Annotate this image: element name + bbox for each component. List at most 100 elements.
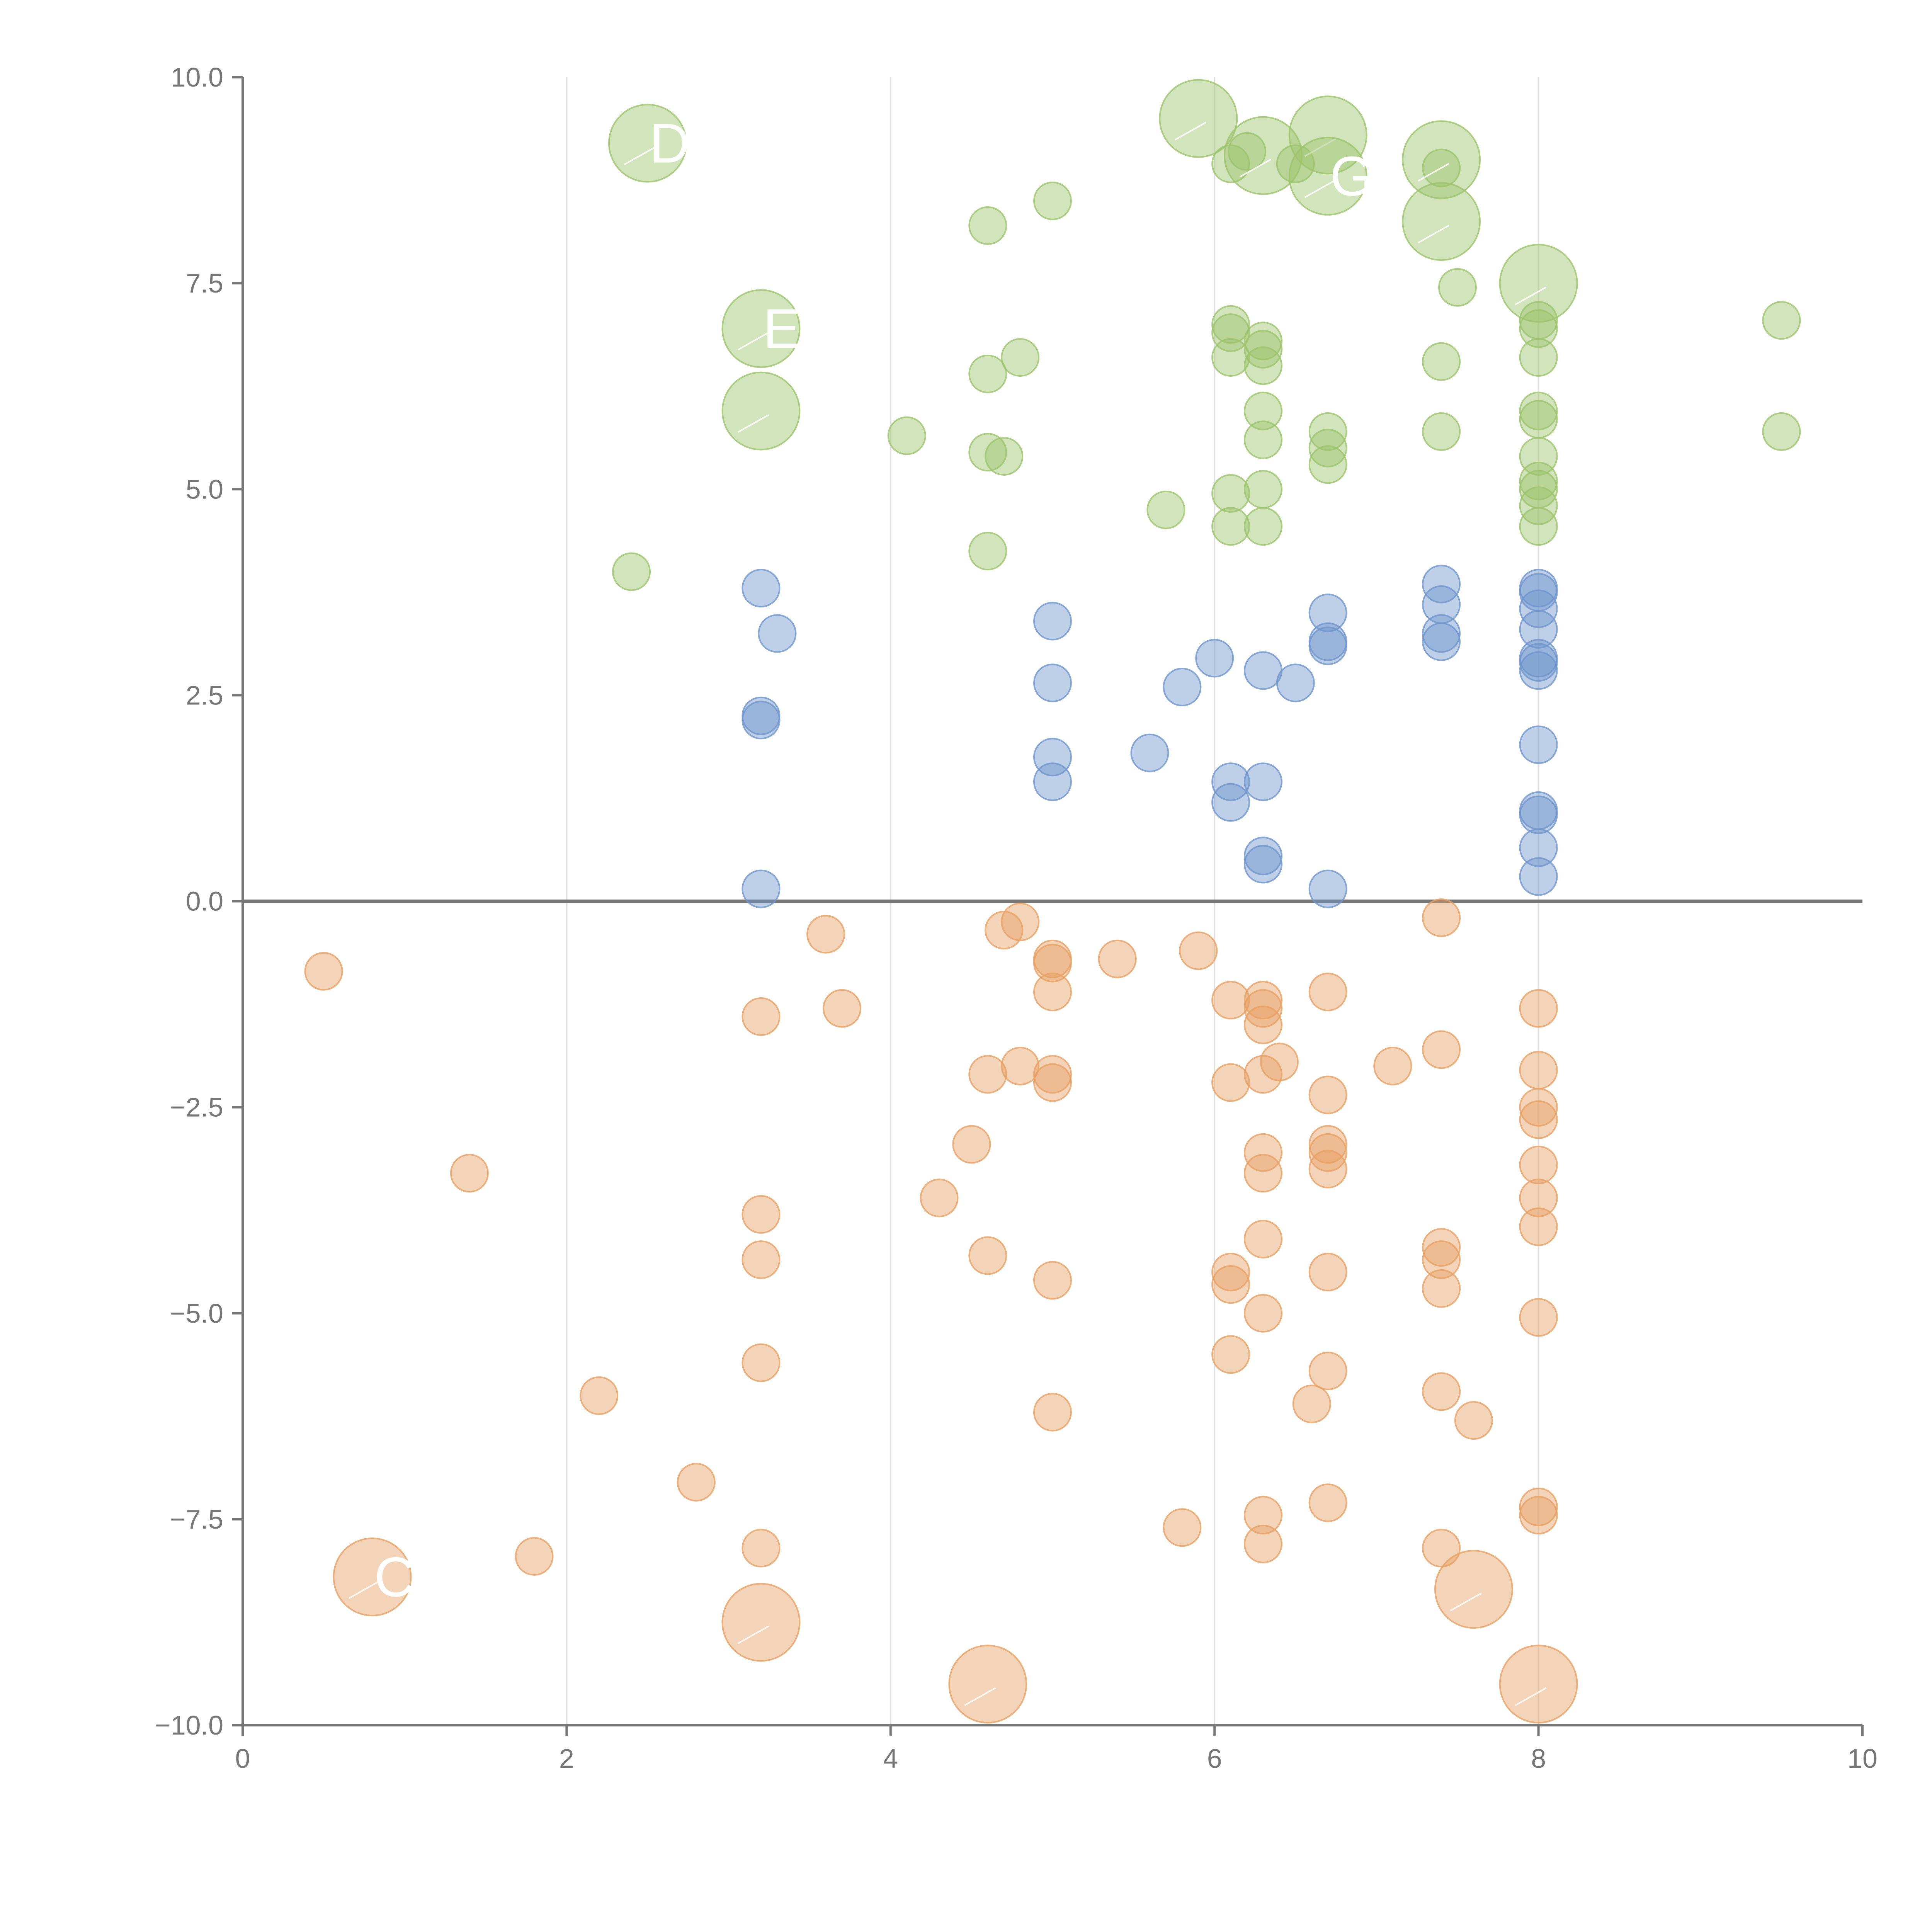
orange-bubble (1211, 1335, 1250, 1374)
large-bubbles-layer (333, 79, 1578, 1724)
orange-bubble (742, 997, 781, 1036)
y-tick-label: −2.5 (170, 1092, 223, 1122)
y-tick-label: 5.0 (186, 474, 223, 504)
y-tick-label: 7.5 (186, 268, 223, 298)
orange-bubble (1243, 1294, 1282, 1333)
blue-bubble (1276, 663, 1315, 702)
orange-bubble (304, 952, 343, 991)
orange-bubble (515, 1537, 554, 1576)
green-bubble (612, 552, 651, 591)
orange-bubble (1098, 939, 1137, 978)
orange-bubble (1308, 1150, 1347, 1189)
blue-bubble (1519, 791, 1558, 830)
blue-bubble (1519, 639, 1558, 678)
orange-bubble (1308, 1133, 1347, 1172)
orange-bubble (1422, 1030, 1461, 1069)
blue-bubble (1243, 845, 1282, 884)
orange-bubble (1033, 944, 1072, 983)
orange-bubble (1454, 1401, 1493, 1440)
label-leader-line (1418, 224, 1450, 243)
y-tick-label: −10.0 (155, 1710, 223, 1740)
blue-bubble (742, 696, 781, 735)
orange-bubble (742, 1240, 781, 1279)
green-bubble (1033, 181, 1072, 220)
axis-layer: 0 2 4 6 8 10 10.0 7.5 5.0 2.5 0.0 −2.5 −5.0 −7.5 −10.0 (155, 62, 1878, 1774)
orange-large-bubble (1499, 1645, 1578, 1724)
label-leader-line (1515, 286, 1547, 305)
orange-bubble (1163, 1508, 1202, 1547)
orange-bubble (1308, 973, 1347, 1012)
orange-bubble (1211, 1265, 1250, 1304)
green-bubble (1438, 268, 1477, 307)
orange-bubble (1243, 1133, 1282, 1172)
orange-bubble (1243, 1524, 1282, 1563)
orange-bubble (1519, 1496, 1558, 1535)
blue-bubble (1163, 668, 1202, 707)
orange-bubble (1519, 1051, 1558, 1090)
blue-bubble (1308, 869, 1347, 908)
orange-bubble (1243, 1219, 1282, 1259)
label-leader-line (737, 414, 769, 433)
label-leader-line (1304, 138, 1336, 157)
blue-bubble (1033, 663, 1072, 702)
bubble-label: C (374, 1546, 415, 1608)
orange-bubble (1422, 1372, 1461, 1411)
green-bubble (1519, 301, 1558, 340)
green-bubble (1519, 309, 1558, 348)
orange-bubble (1308, 1483, 1347, 1522)
green-bubble (968, 354, 1007, 393)
blue-bubble (1243, 762, 1282, 801)
green-large-bubble (1402, 182, 1481, 261)
green-bubble (1211, 313, 1250, 352)
label-leader-line (1515, 1687, 1547, 1706)
blue-bubble (1130, 733, 1169, 772)
blue-bubble (1422, 565, 1461, 604)
green-bubble (1519, 391, 1558, 430)
orange-bubble (1422, 1228, 1461, 1267)
green-bubble (1243, 420, 1282, 459)
orange-bubble (1243, 1154, 1282, 1193)
bubble-labels-layer: D E G C (374, 112, 1373, 1609)
orange-bubble (1243, 1496, 1282, 1535)
y-tick-label: −5.0 (170, 1298, 223, 1328)
green-bubble (1243, 507, 1282, 546)
blue-bubble (742, 569, 781, 608)
bubble-label: G (1330, 145, 1374, 207)
green-bubble (1146, 490, 1185, 529)
orange-bubble (1373, 1047, 1412, 1085)
green-large-bubble (721, 371, 801, 451)
orange-bubble (1033, 973, 1072, 1012)
orange-bubble (1308, 1352, 1347, 1391)
orange-bubble (1422, 1240, 1461, 1279)
x-tick-label: 2 (559, 1743, 574, 1774)
orange-bubble (1033, 1393, 1072, 1432)
orange-bubble (1308, 1253, 1347, 1292)
orange-bubble (1292, 1384, 1331, 1423)
bubble-label: D (650, 112, 690, 175)
blue-bubble (1211, 762, 1250, 801)
green-bubble (1308, 429, 1347, 468)
label-leader-line (1418, 163, 1450, 182)
green-bubble (968, 532, 1007, 571)
label-leader-line (1450, 1592, 1482, 1611)
x-tick-label: 8 (1531, 1743, 1546, 1774)
green-bubble (1308, 412, 1347, 451)
orange-bubble (806, 915, 845, 954)
green-bubble (1001, 338, 1040, 377)
orange-bubble (1422, 1529, 1461, 1568)
orange-large-bubble (948, 1645, 1027, 1724)
orange-bubble (742, 1529, 781, 1568)
y-tick-label: −7.5 (170, 1504, 223, 1534)
blue-bubble (1422, 585, 1461, 624)
orange-bubble (1519, 1088, 1558, 1127)
blue-bubble (1033, 738, 1072, 777)
green-bubble (1228, 132, 1267, 171)
orange-large-bubble (721, 1583, 801, 1662)
label-leader-line (1239, 158, 1271, 178)
y-tick-label: 10.0 (171, 62, 223, 92)
green-bubble (1519, 470, 1558, 509)
orange-bubble (1211, 1253, 1250, 1292)
green-bubble (1762, 301, 1801, 340)
blue-bubble (1519, 725, 1558, 764)
